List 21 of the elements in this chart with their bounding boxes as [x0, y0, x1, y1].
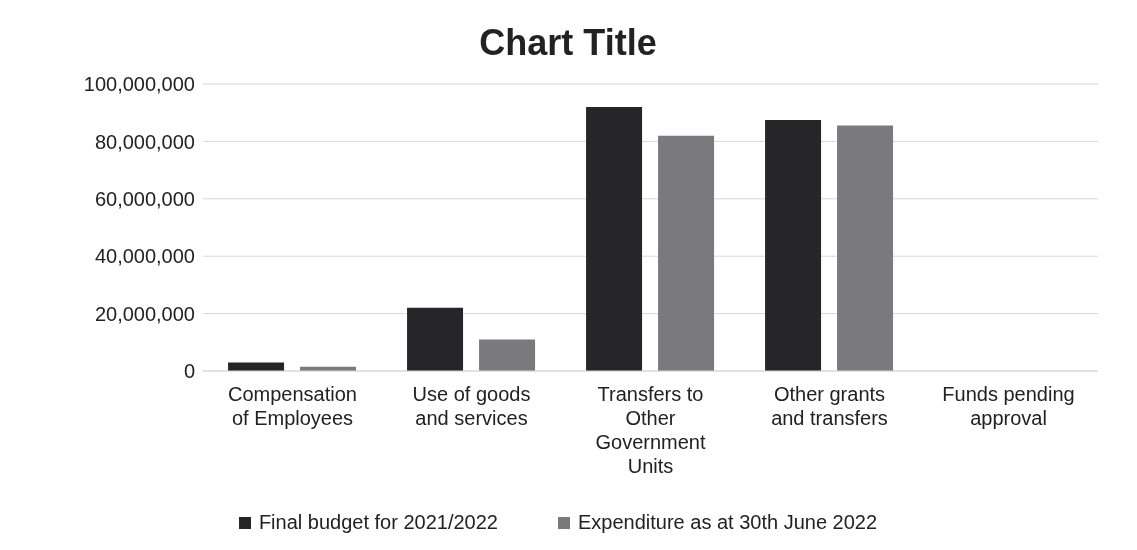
y-tick-label: 20,000,000 — [94, 302, 195, 325]
y-tick-label: 60,000,000 — [94, 187, 195, 210]
x-tick-label: Transfers to Other Government Units — [595, 383, 706, 477]
bar — [586, 106, 643, 371]
x-tick-label: Funds pending approval — [942, 383, 1075, 429]
x-tick-label: Use of goods and services — [412, 383, 531, 429]
y-tick-label: 80,000,000 — [94, 130, 195, 153]
x-tick-label: Compensation of Employees — [228, 383, 357, 429]
x-tick-label: Other grants and transfers — [771, 383, 888, 429]
y-tick-label: 100,000,000 — [83, 73, 195, 96]
legend-label: Final budget for 2021/2022 — [257, 511, 498, 534]
y-tick-label: 0 — [183, 360, 195, 383]
bar — [658, 135, 715, 371]
bar — [479, 339, 536, 371]
y-tick-label: 40,000,000 — [94, 245, 195, 268]
bar — [228, 362, 285, 371]
bar — [407, 307, 464, 371]
bar — [837, 125, 894, 371]
legend-label: Expenditure as at 30th June 2022 — [576, 511, 878, 534]
bar — [765, 119, 822, 371]
chart-title: Chart Title — [478, 21, 658, 65]
